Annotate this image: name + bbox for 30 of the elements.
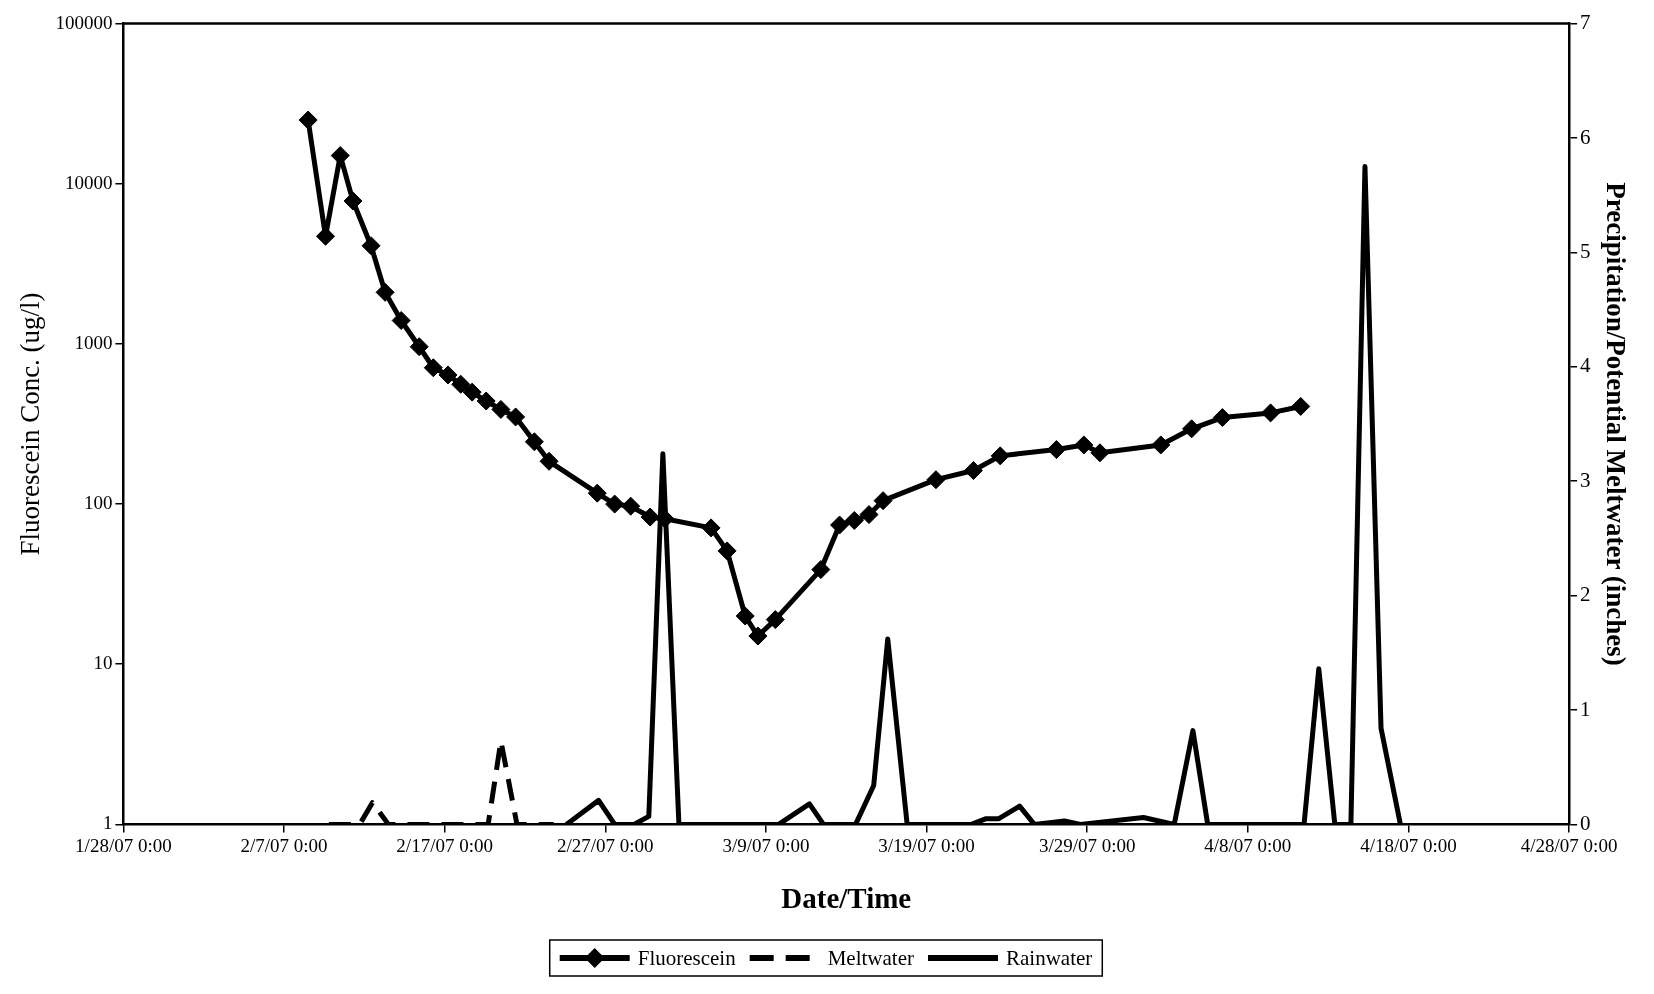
y-tick-label: 10000 [64, 171, 113, 193]
y2-tick-label: 0 [1580, 810, 1591, 835]
y2-tick-label: 3 [1580, 467, 1591, 492]
y2-tick-label: 7 [1580, 10, 1591, 35]
y-tick-label: 10 [93, 652, 113, 674]
y2-tick-label: 4 [1580, 353, 1592, 378]
x-axis-title: Date/Time [781, 882, 912, 915]
x-tick-label: 1/28/07 0:00 [75, 834, 172, 856]
y2-tick-label: 2 [1580, 582, 1591, 607]
y-tick-label: 100 [83, 492, 113, 514]
legend-label: Fluorescein [637, 945, 737, 970]
x-tick-label: 2/27/07 0:00 [557, 834, 654, 856]
y2-axis-title: Precipitation/Potential Meltwater (inches) [1600, 182, 1631, 666]
y-tick-label: 100000 [55, 11, 113, 33]
x-tick-label: 4/28/07 0:00 [1520, 834, 1618, 856]
y2-tick-label: 5 [1580, 238, 1591, 263]
x-tick-label: 3/9/07 0:00 [722, 834, 810, 856]
y-tick-label: 1 [102, 812, 113, 834]
x-tick-label: 3/29/07 0:00 [1038, 834, 1136, 856]
x-tick-label: 4/18/07 0:00 [1360, 834, 1457, 856]
x-tick-label: 3/19/07 0:00 [878, 834, 975, 856]
x-tick-label: 4/8/07 0:00 [1204, 834, 1292, 856]
y-tick-label: 1000 [74, 331, 113, 353]
legend-label: Rainwater [1005, 945, 1093, 970]
x-tick-label: 2/17/07 0:00 [396, 834, 493, 856]
y-axis-title: Fluorescein Conc. (ug/l) [15, 292, 46, 556]
x-tick-label: 2/7/07 0:00 [240, 834, 328, 856]
y2-tick-label: 1 [1580, 696, 1591, 721]
legend-label: Meltwater [827, 945, 914, 970]
y2-tick-label: 6 [1580, 124, 1591, 149]
